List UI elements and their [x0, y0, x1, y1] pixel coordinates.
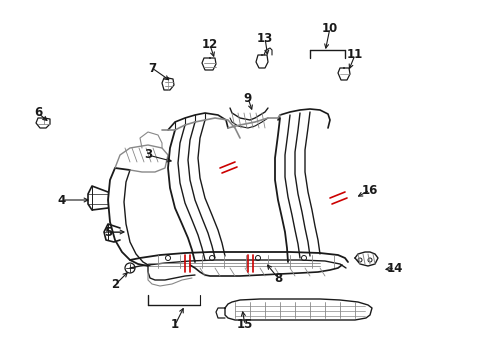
Text: 11: 11 [346, 49, 363, 62]
Text: 13: 13 [256, 31, 273, 45]
Text: 3: 3 [143, 148, 152, 162]
Text: 14: 14 [386, 261, 403, 274]
Text: 12: 12 [202, 39, 218, 51]
Text: 4: 4 [58, 194, 66, 207]
Text: 6: 6 [34, 107, 42, 120]
Text: 2: 2 [111, 279, 119, 292]
Text: 7: 7 [148, 62, 156, 75]
Text: 10: 10 [321, 22, 337, 35]
Text: 16: 16 [361, 184, 377, 197]
Text: 5: 5 [103, 225, 112, 238]
Text: 1: 1 [171, 319, 179, 332]
Text: 9: 9 [244, 91, 252, 104]
Text: 15: 15 [236, 319, 253, 332]
Text: 8: 8 [273, 271, 282, 284]
